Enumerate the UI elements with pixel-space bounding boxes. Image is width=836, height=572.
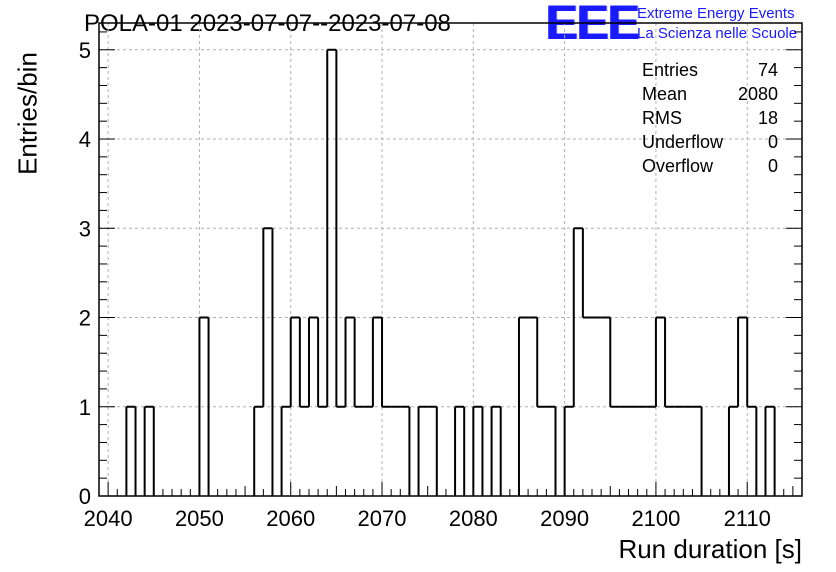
stats-entries-label: Entries (642, 60, 699, 80)
x-tick-label: 2090 (540, 506, 589, 531)
stats-entries-value: 74 (757, 60, 778, 80)
stats-mean-value: 2080 (737, 84, 778, 104)
x-axis-label: Run duration [s] (618, 534, 802, 564)
stats-rms-label: RMS (642, 108, 682, 128)
x-tick-label: 2070 (358, 506, 407, 531)
stats-underflow-value: 0 (767, 132, 778, 152)
x-tick-label: 2050 (175, 506, 224, 531)
x-tick-label: 2110 (724, 506, 771, 531)
x-tick-label: 2060 (266, 506, 315, 531)
stats-rms-value: 18 (757, 108, 778, 128)
stats-row-rms: RMS 18 (642, 108, 778, 132)
stats-row-mean: Mean 2080 (642, 84, 778, 108)
eee-logo-line2: La Scienza nelle Scuole (637, 25, 798, 42)
y-tick-label: 3 (79, 216, 91, 241)
y-tick-label: 5 (79, 38, 91, 63)
stats-underflow-label: Underflow (642, 132, 724, 152)
y-tick-label: 1 (79, 395, 91, 420)
stats-overflow-value: 0 (767, 156, 778, 176)
stats-row-underflow: Underflow 0 (642, 132, 778, 156)
eee-logo-line1: Extreme Energy Events (637, 5, 795, 22)
y-tick-label: 4 (79, 127, 91, 152)
stats-overflow-label: Overflow (642, 156, 714, 176)
plot-frame (98, 22, 803, 497)
y-tick-label: 0 (79, 484, 91, 509)
x-tick-label: 2100 (631, 506, 680, 531)
stats-box: Entries 74 Mean 2080 RMS 18 Underflow 0 … (642, 60, 778, 180)
stats-mean-label: Mean (642, 84, 688, 104)
stats-row-overflow: Overflow 0 (642, 156, 778, 180)
y-tick-label: 2 (79, 306, 91, 331)
eee-logo: EEE Extreme Energy Events La Scienza nel… (545, 0, 835, 50)
eee-logo-mark: EEE (545, 0, 639, 50)
x-tick-label: 2040 (84, 506, 133, 531)
stats-row-entries: Entries 74 (642, 60, 778, 84)
x-tick-label: 2080 (449, 506, 498, 531)
